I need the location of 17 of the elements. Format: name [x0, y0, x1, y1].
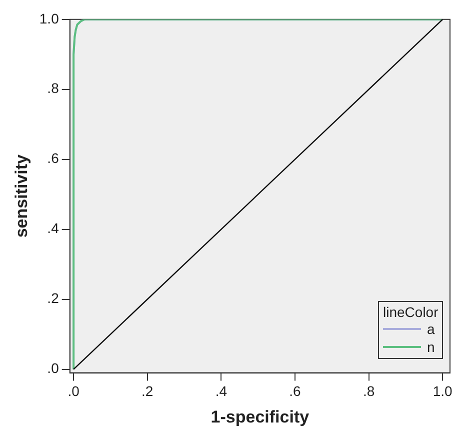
y-tick-label: .4	[47, 220, 60, 236]
y-tick-label: .0	[47, 360, 60, 376]
y-tick-label: .2	[47, 290, 60, 306]
legend-label: n	[427, 338, 435, 356]
x-tick-label: .4	[215, 383, 228, 400]
y-tick-label: 1.0	[39, 10, 60, 26]
x-tick-label: .6	[289, 383, 302, 400]
x-tick-label: .2	[142, 383, 154, 400]
x-tick-label: .0	[68, 383, 80, 400]
legend-label: a	[427, 320, 435, 338]
x-axis-title: 1-specificity	[210, 407, 310, 426]
x-tick-label: 1.0	[432, 383, 453, 400]
legend-title: lineColor	[383, 304, 438, 320]
y-tick-label: .8	[47, 80, 60, 96]
y-tick-label: .6	[47, 150, 60, 166]
y-axis-title: sensitivity	[12, 154, 31, 238]
x-tick-label: .8	[362, 383, 375, 400]
